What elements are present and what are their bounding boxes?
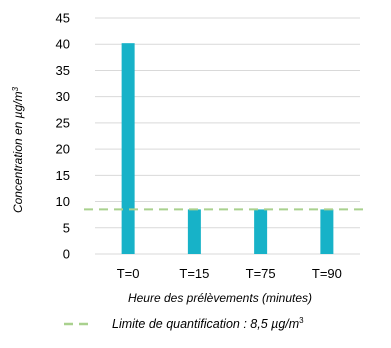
x-tick-label: T=0 [117, 266, 140, 281]
y-tick-label: 20 [56, 142, 70, 157]
y-tick-label: 25 [56, 115, 70, 130]
y-tick-label: 45 [56, 11, 70, 26]
legend-label-superscript: 3 [299, 316, 304, 325]
y-axis-title-superscript: 3 [11, 86, 20, 91]
y-tick-label: 15 [56, 168, 70, 183]
x-tick-label: T=75 [246, 266, 276, 281]
x-tick-labels: T=0 T=15 T=75 T=90 [117, 266, 342, 281]
legend: Limite de quantification : 8,5 µg/m3 [64, 316, 304, 331]
y-axis-title: Concentration en µg/m3 [11, 86, 25, 213]
y-tick-label: 0 [63, 247, 70, 262]
legend-label: Limite de quantification : 8,5 µg/m3 [112, 316, 304, 331]
bar-t-15 [187, 209, 201, 254]
y-tick-label: 30 [56, 89, 70, 104]
y-tick-label: 40 [56, 37, 70, 52]
y-tick-label: 35 [56, 63, 70, 78]
bar-t-75 [254, 209, 268, 254]
bar-t-90 [320, 209, 334, 254]
y-tick-label: 5 [63, 220, 70, 235]
x-axis-title: Heure des prélèvements (minutes) [128, 291, 312, 305]
bars [121, 43, 334, 254]
y-tick-label: 10 [56, 194, 70, 209]
x-tick-label: T=90 [312, 266, 342, 281]
y-axis-title-text: Concentration en µg/m [11, 91, 25, 213]
bar-t-0 [121, 43, 135, 254]
legend-label-text: Limite de quantification : 8,5 µg/m [112, 317, 299, 331]
gridlines [95, 17, 360, 255]
y-tick-labels: 0 5 10 15 20 25 30 35 40 45 [56, 11, 70, 262]
x-tick-label: T=15 [179, 266, 209, 281]
